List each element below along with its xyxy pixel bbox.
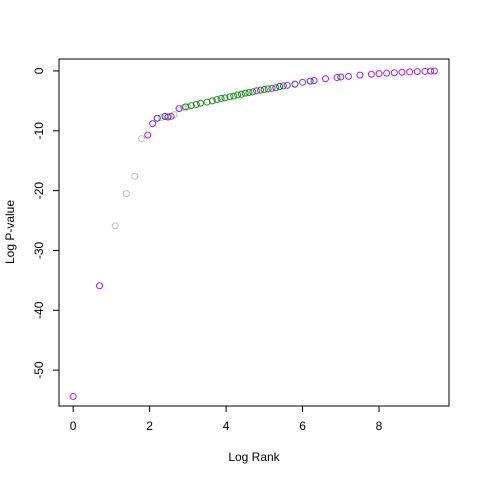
point	[184, 103, 192, 111]
point	[406, 68, 414, 76]
point	[344, 72, 352, 80]
point	[257, 86, 264, 94]
point	[310, 77, 318, 85]
point	[264, 85, 272, 93]
point	[167, 112, 175, 120]
y-tick-label: -10	[32, 122, 46, 140]
point	[260, 86, 268, 94]
point	[245, 89, 253, 97]
point	[96, 282, 104, 290]
point	[149, 120, 157, 128]
point	[322, 75, 329, 83]
point	[192, 100, 200, 108]
point	[427, 67, 435, 75]
point	[276, 83, 284, 91]
y-tick-label: -20	[32, 182, 46, 200]
point	[299, 78, 307, 86]
point	[208, 97, 216, 105]
point	[356, 71, 364, 79]
point	[237, 90, 245, 98]
point	[131, 172, 139, 180]
point	[383, 69, 391, 77]
point	[187, 102, 195, 110]
point	[279, 82, 287, 90]
x-tick-label: 2	[146, 419, 153, 433]
point	[111, 222, 119, 230]
y-tick-label: -30	[32, 241, 46, 259]
point	[283, 81, 291, 89]
point	[144, 131, 152, 139]
y-tick-label: -40	[32, 301, 46, 319]
x-tick-label: 6	[299, 419, 306, 433]
point	[367, 70, 375, 78]
point	[375, 70, 383, 78]
point	[253, 87, 261, 95]
point	[413, 68, 421, 76]
point	[138, 135, 146, 143]
point	[249, 88, 257, 96]
point	[268, 84, 276, 92]
point	[421, 67, 429, 75]
y-axis-label: Log P-value	[3, 200, 17, 264]
y-tick-label: 0	[32, 67, 46, 74]
point	[226, 93, 234, 101]
point	[69, 392, 77, 400]
point	[217, 94, 225, 102]
point	[122, 190, 130, 198]
point	[196, 99, 204, 107]
point	[153, 114, 161, 122]
point	[291, 80, 299, 88]
x-tick-label: 4	[223, 419, 230, 433]
point	[230, 92, 238, 100]
point	[337, 73, 345, 81]
point	[157, 114, 165, 122]
point	[398, 68, 406, 76]
point	[306, 77, 314, 85]
point	[175, 105, 183, 113]
x-tick-label: 0	[70, 419, 77, 433]
point	[164, 113, 172, 121]
point	[333, 74, 341, 82]
point	[234, 91, 242, 99]
x-axis-label: Log Rank	[228, 450, 280, 464]
point	[390, 69, 398, 77]
point	[272, 84, 280, 92]
plot-box	[58, 58, 450, 407]
point	[430, 67, 438, 75]
point	[221, 94, 229, 102]
x-tick-label: 8	[376, 419, 383, 433]
point	[213, 96, 221, 104]
point	[241, 89, 249, 97]
y-tick-label: -50	[32, 361, 46, 379]
